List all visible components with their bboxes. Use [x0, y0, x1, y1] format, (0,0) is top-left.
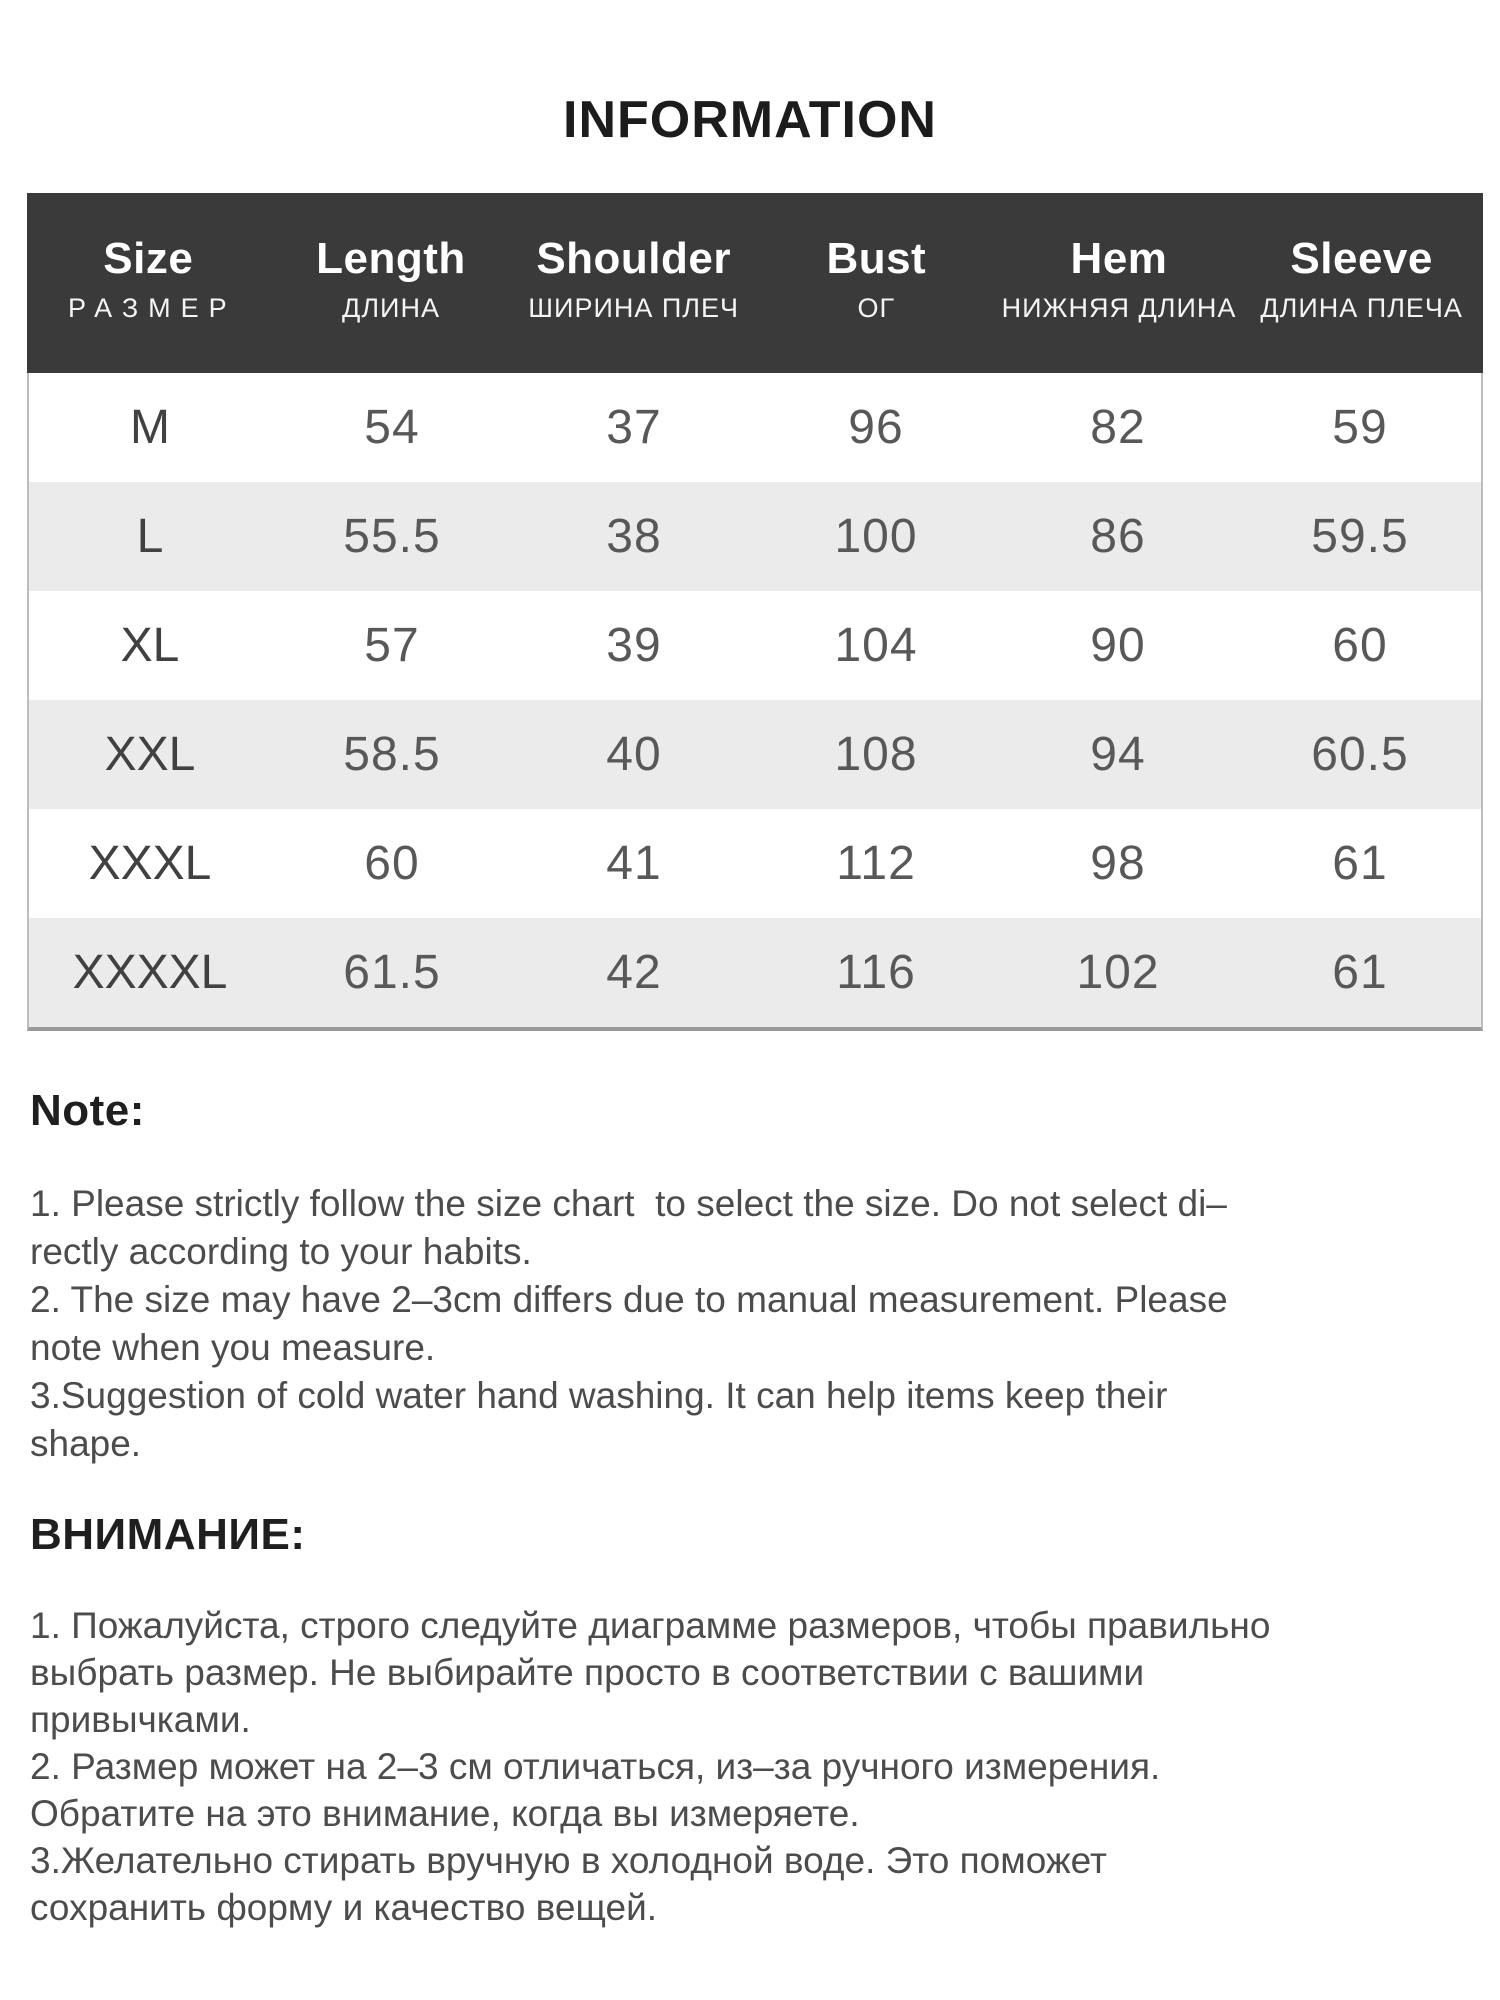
size-label: L [136, 510, 164, 563]
size-row-xxl: XXL 58.5 40 108 94 60.5 [29, 700, 1481, 809]
page-title: INFORMATION [563, 91, 937, 149]
attention-line: 1. Пожалуйста, строго следуйте диаграмме… [30, 1605, 1271, 1646]
column-label-en: Bust [826, 234, 927, 283]
measurement-value: 60.5 [1311, 728, 1409, 781]
measurement-value: 37 [606, 401, 662, 454]
measurement-value: 112 [836, 837, 916, 890]
size-row-m: M 54 37 96 82 59 [29, 373, 1481, 482]
measurement-value: 57 [364, 619, 420, 672]
size-row-xxxxl: XXXXL 61.5 42 116 102 61 [29, 918, 1481, 1027]
measurement-value: 108 [834, 728, 918, 781]
note-text: 1. Please strictly follow the size chart… [30, 1180, 1470, 1468]
measurement-value: 94 [1090, 728, 1146, 781]
measurement-value: 61 [1332, 946, 1388, 999]
column-label-ru: ШИРИНА ПЛЕЧ [528, 293, 740, 323]
attention-text: 1. Пожалуйста, строго следуйте диаграмме… [30, 1602, 1470, 1931]
note-section: Note: 1. Please strictly follow the size… [30, 1086, 1470, 1468]
measurement-value: 104 [834, 619, 918, 672]
note-heading: Note: [30, 1086, 145, 1135]
size-table-body: M 54 37 96 82 59 L 55.5 38 100 86 59.5 XL 57 39 104 90 60… [27, 373, 1483, 1031]
attention-line: сохранить форму и качество вещей. [30, 1887, 658, 1928]
size-row-l: L 55.5 38 100 86 59.5 [29, 482, 1481, 591]
note-line: rectly according to your habits. [30, 1231, 532, 1272]
measurement-value: 38 [606, 510, 662, 563]
column-header-bust: Bust ОГ [755, 193, 998, 373]
measurement-value: 116 [836, 946, 916, 999]
measurement-value: 40 [606, 728, 662, 781]
measurement-value: 60 [1332, 619, 1388, 672]
column-header-sleeve: Sleeve ДЛИНА ПЛЕЧА [1240, 193, 1483, 373]
column-header-size: Size РАЗМЕР [27, 193, 270, 373]
measurement-value: 58.5 [343, 728, 441, 781]
column-label-en: Length [316, 234, 466, 283]
column-header-shoulder: Shoulder ШИРИНА ПЛЕЧ [512, 193, 755, 373]
attention-line: привычками. [30, 1699, 251, 1740]
column-label-ru: ОГ [857, 293, 896, 323]
measurement-value: 100 [834, 510, 918, 563]
size-label: M [130, 401, 170, 454]
column-header-hem: Hem НИЖНЯЯ ДЛИНА [998, 193, 1241, 373]
attention-line: 3.Желательно стирать вручную в холодной … [30, 1840, 1107, 1881]
column-header-length: Length ДЛИНА [270, 193, 513, 373]
measurement-value: 90 [1090, 619, 1146, 672]
attention-section: ВНИМАНИЕ: 1. Пожалуйста, строго следуйте… [30, 1510, 1470, 1931]
measurement-value: 59 [1332, 401, 1388, 454]
size-row-xl: XL 57 39 104 90 60 [29, 591, 1481, 700]
note-line: note when you measure. [30, 1327, 436, 1368]
column-label-en: Size [103, 234, 194, 283]
attention-line: 2. Размер может на 2–3 см отличаться, из… [30, 1746, 1161, 1787]
column-label-ru: РАЗМЕР [67, 293, 237, 323]
column-label-ru: ДЛИНА [342, 293, 440, 323]
measurement-value: 42 [606, 946, 662, 999]
size-table-header: Size РАЗМЕР Length ДЛИНА Shoulder ШИРИНА ПЛЕЧ… [27, 193, 1483, 373]
measurement-value: 61 [1332, 837, 1388, 890]
measurement-value: 54 [364, 401, 420, 454]
column-label-ru: НИЖНЯЯ ДЛИНА [1001, 293, 1237, 323]
size-label: XXXL [88, 837, 212, 890]
note-line: 1. Please strictly follow the size chart… [30, 1183, 1227, 1224]
column-label-en: Shoulder [536, 234, 731, 283]
attention-heading: ВНИМАНИЕ: [30, 1510, 306, 1559]
note-line: 2. The size may have 2–3cm differs due t… [30, 1279, 1228, 1320]
measurement-value: 98 [1090, 837, 1146, 890]
column-label-en: Sleeve [1290, 234, 1433, 283]
size-label: XL [120, 619, 180, 672]
measurement-value: 82 [1090, 401, 1146, 454]
attention-line: выбрать размер. Не выбирайте просто в со… [30, 1652, 1145, 1693]
measurement-value: 55.5 [343, 510, 441, 563]
measurement-value: 102 [1076, 946, 1160, 999]
size-label: XXXXL [72, 946, 228, 999]
note-line: shape. [30, 1423, 142, 1464]
measurement-value: 41 [606, 837, 662, 890]
measurement-value: 60 [364, 837, 420, 890]
measurement-value: 59.5 [1311, 510, 1409, 563]
size-row-xxxl: XXXL 60 41 112 98 61 [29, 809, 1481, 918]
measurement-value: 39 [606, 619, 662, 672]
size-table: Size РАЗМЕР Length ДЛИНА Shoulder ШИРИНА ПЛЕЧ… [27, 193, 1483, 1031]
attention-line: Обратите на это внимание, когда вы измер… [30, 1793, 860, 1834]
note-line: 3.Suggestion of cold water hand washing.… [30, 1375, 1168, 1416]
measurement-value: 96 [848, 401, 904, 454]
measurement-value: 86 [1090, 510, 1146, 563]
size-label: XXL [104, 728, 196, 781]
column-label-en: Hem [1070, 234, 1168, 283]
measurement-value: 61.5 [343, 946, 441, 999]
column-label-ru: ДЛИНА ПЛЕЧА [1260, 293, 1463, 323]
